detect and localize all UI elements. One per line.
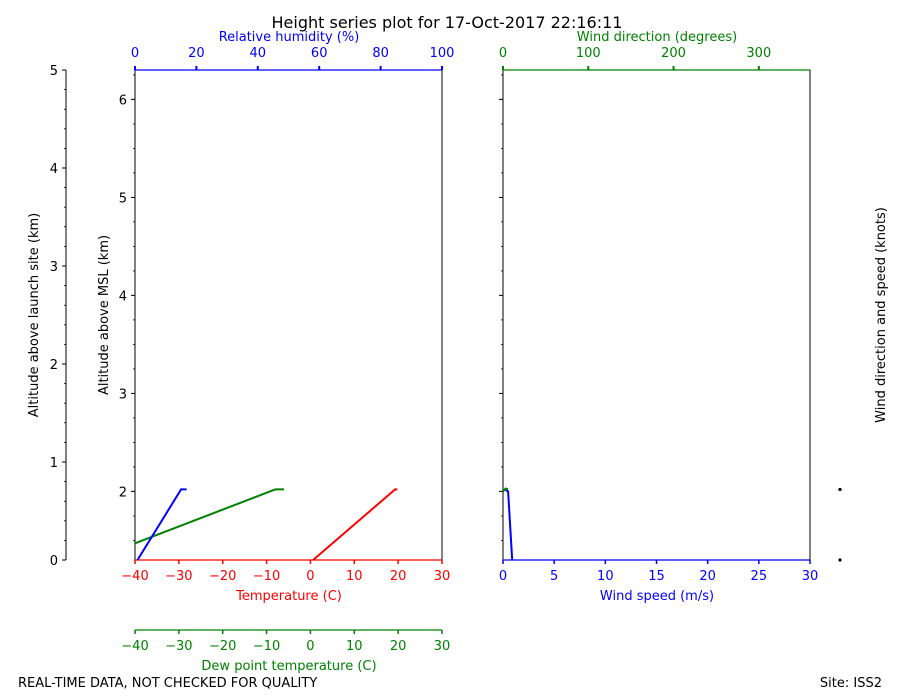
temperature-tick-label: −10 xyxy=(253,569,280,584)
wind-axes: 0 5 10 15 20 25 300 100 200 300 xyxy=(499,46,818,584)
launch-site-tick-label: 5 xyxy=(50,64,58,79)
wind-speed-series-line xyxy=(504,488,514,561)
wind-direction-tick-label: 300 xyxy=(746,46,771,61)
wind-speed-axis-label: Wind speed (m/s) xyxy=(600,589,714,604)
launch-site-tick-label: 4 xyxy=(50,162,58,177)
relative-series-line xyxy=(136,488,187,561)
wind-speed-tick-label: 20 xyxy=(699,569,716,584)
humidity-tick-label: 40 xyxy=(250,46,267,61)
thermo-series-lines xyxy=(134,488,398,561)
thermo-axes: −40 −30 −20 −10 0 10 20 30−40 −30 −20 −10 0 10 20 300 2… xyxy=(50,46,455,654)
dewpoint-tick-label: 20 xyxy=(390,639,407,654)
msl-altitude-axis-label: Altitude above MSL (km) xyxy=(97,235,112,395)
dewpoint-axis-label: Dew point temperature (C) xyxy=(201,659,376,674)
wind-speed-tick-label: 25 xyxy=(751,569,768,584)
dewpoint-tick-label: −40 xyxy=(121,639,148,654)
dewpoint-tick-label: −20 xyxy=(209,639,236,654)
msl-altitude-tick-label: 2 xyxy=(119,485,127,500)
wind-plot-frame xyxy=(502,69,811,561)
temperature-tick-label: −30 xyxy=(165,569,192,584)
wind-barb-calm-marker xyxy=(838,487,842,492)
humidity-tick-label: 20 xyxy=(188,46,205,61)
msl-altitude-tick-label: 4 xyxy=(119,289,127,304)
launch-site-altitude-axis-label: Altitude above launch site (km) xyxy=(27,213,42,417)
launch-site-tick-label: 1 xyxy=(50,456,58,471)
launch-site-tick-label: 3 xyxy=(50,260,58,275)
temperature-tick-label: 0 xyxy=(306,569,314,584)
dewpoint-tick-label: 10 xyxy=(346,639,363,654)
thermo-panel: −40 −30 −20 −10 0 10 20 30−40 −30 −20 −10 0 10 20 300 2… xyxy=(27,30,454,674)
humidity-tick-label: 80 xyxy=(372,46,389,61)
temperature-axis-label: Temperature (C) xyxy=(235,589,342,604)
temperature-tick-label: −40 xyxy=(121,569,148,584)
wind-direction-axis-label: Wind direction (degrees) xyxy=(577,30,737,45)
wind-barb-axis-label: Wind direction and speed (knots) xyxy=(874,207,889,423)
dewpoint-tick-label: −10 xyxy=(253,639,280,654)
quality-notice: REAL-TIME DATA, NOT CHECKED FOR QUALITY xyxy=(18,676,317,691)
thermo-plot-frame xyxy=(134,69,443,561)
humidity-tick-label: 0 xyxy=(131,46,139,61)
wind-series-lines xyxy=(502,487,842,562)
temperature-tick-label: 10 xyxy=(346,569,363,584)
temperature-tick-label: 20 xyxy=(390,569,407,584)
wind-speed-tick-label: 15 xyxy=(648,569,665,584)
chart-title: Height series plot for 17-Oct-2017 22:16… xyxy=(272,13,623,32)
wind-speed-tick-label: 30 xyxy=(802,569,819,584)
wind-direction-tick-label: 200 xyxy=(661,46,686,61)
humidity-tick-label: 60 xyxy=(311,46,328,61)
dewpoint-tick-label: −30 xyxy=(165,639,192,654)
wind-direction-tick-label: 100 xyxy=(576,46,601,61)
humidity-axis-label: Relative humidity (%) xyxy=(219,30,360,45)
dew-series-line xyxy=(134,488,285,545)
humidity-tick-label: 100 xyxy=(430,46,455,61)
wind-panel: 0 5 10 15 20 25 300 100 200 300 Wind speed (m/s) … xyxy=(499,30,889,604)
temperature-tick-label: 30 xyxy=(434,569,451,584)
site-label: Site: ISS2 xyxy=(820,676,882,691)
msl-altitude-tick-label: 5 xyxy=(119,191,127,206)
dewpoint-tick-label: 0 xyxy=(306,639,314,654)
dewpoint-tick-label: 30 xyxy=(434,639,451,654)
launch-site-tick-label: 2 xyxy=(50,358,58,373)
wind-direction-series-line xyxy=(502,487,509,493)
temperature-series-line xyxy=(312,488,398,561)
temperature-tick-label: −20 xyxy=(209,569,236,584)
wind-speed-tick-label: 10 xyxy=(597,569,614,584)
msl-altitude-tick-label: 3 xyxy=(119,387,127,402)
wind-speed-tick-label: 5 xyxy=(550,569,558,584)
msl-altitude-tick-label: 6 xyxy=(119,93,127,108)
wind-barb-calm-marker xyxy=(838,558,842,562)
wind-direction-tick-label: 0 xyxy=(499,46,507,61)
wind-speed-tick-label: 0 xyxy=(499,569,507,584)
launch-site-tick-label: 0 xyxy=(50,554,58,569)
